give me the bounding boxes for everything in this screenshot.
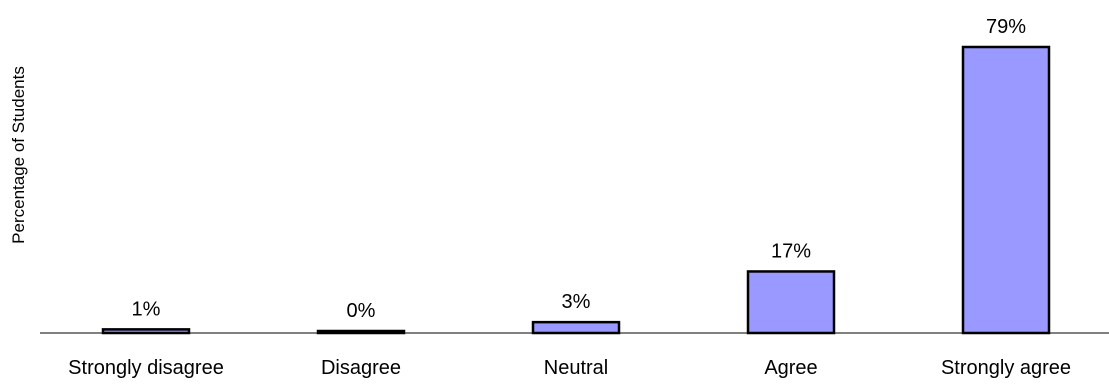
value-label: 0% (347, 300, 376, 322)
bar-strongly-disagree (101, 328, 191, 335)
bars-layer (101, 45, 1051, 335)
category-label: Disagree (321, 357, 401, 379)
category-label: Agree (764, 357, 817, 379)
value-label: 17% (771, 240, 811, 262)
value-labels-layer: 1% 0% 3% 17% 79% (132, 16, 1027, 322)
bar-neutral (531, 320, 621, 335)
category-label: Strongly disagree (68, 357, 224, 379)
value-label: 1% (132, 298, 161, 320)
category-label: Neutral (544, 357, 608, 379)
y-axis-label: Percentage of Students (9, 66, 28, 244)
category-label: Strongly agree (941, 357, 1071, 379)
bar-disagree (316, 329, 406, 335)
bar-strongly-agree (961, 45, 1051, 335)
category-labels-layer: Strongly disagree Disagree Neutral Agree Str… (68, 357, 1071, 379)
value-label: 79% (986, 16, 1026, 38)
value-label: 3% (562, 291, 591, 313)
bar-agree (746, 270, 836, 335)
